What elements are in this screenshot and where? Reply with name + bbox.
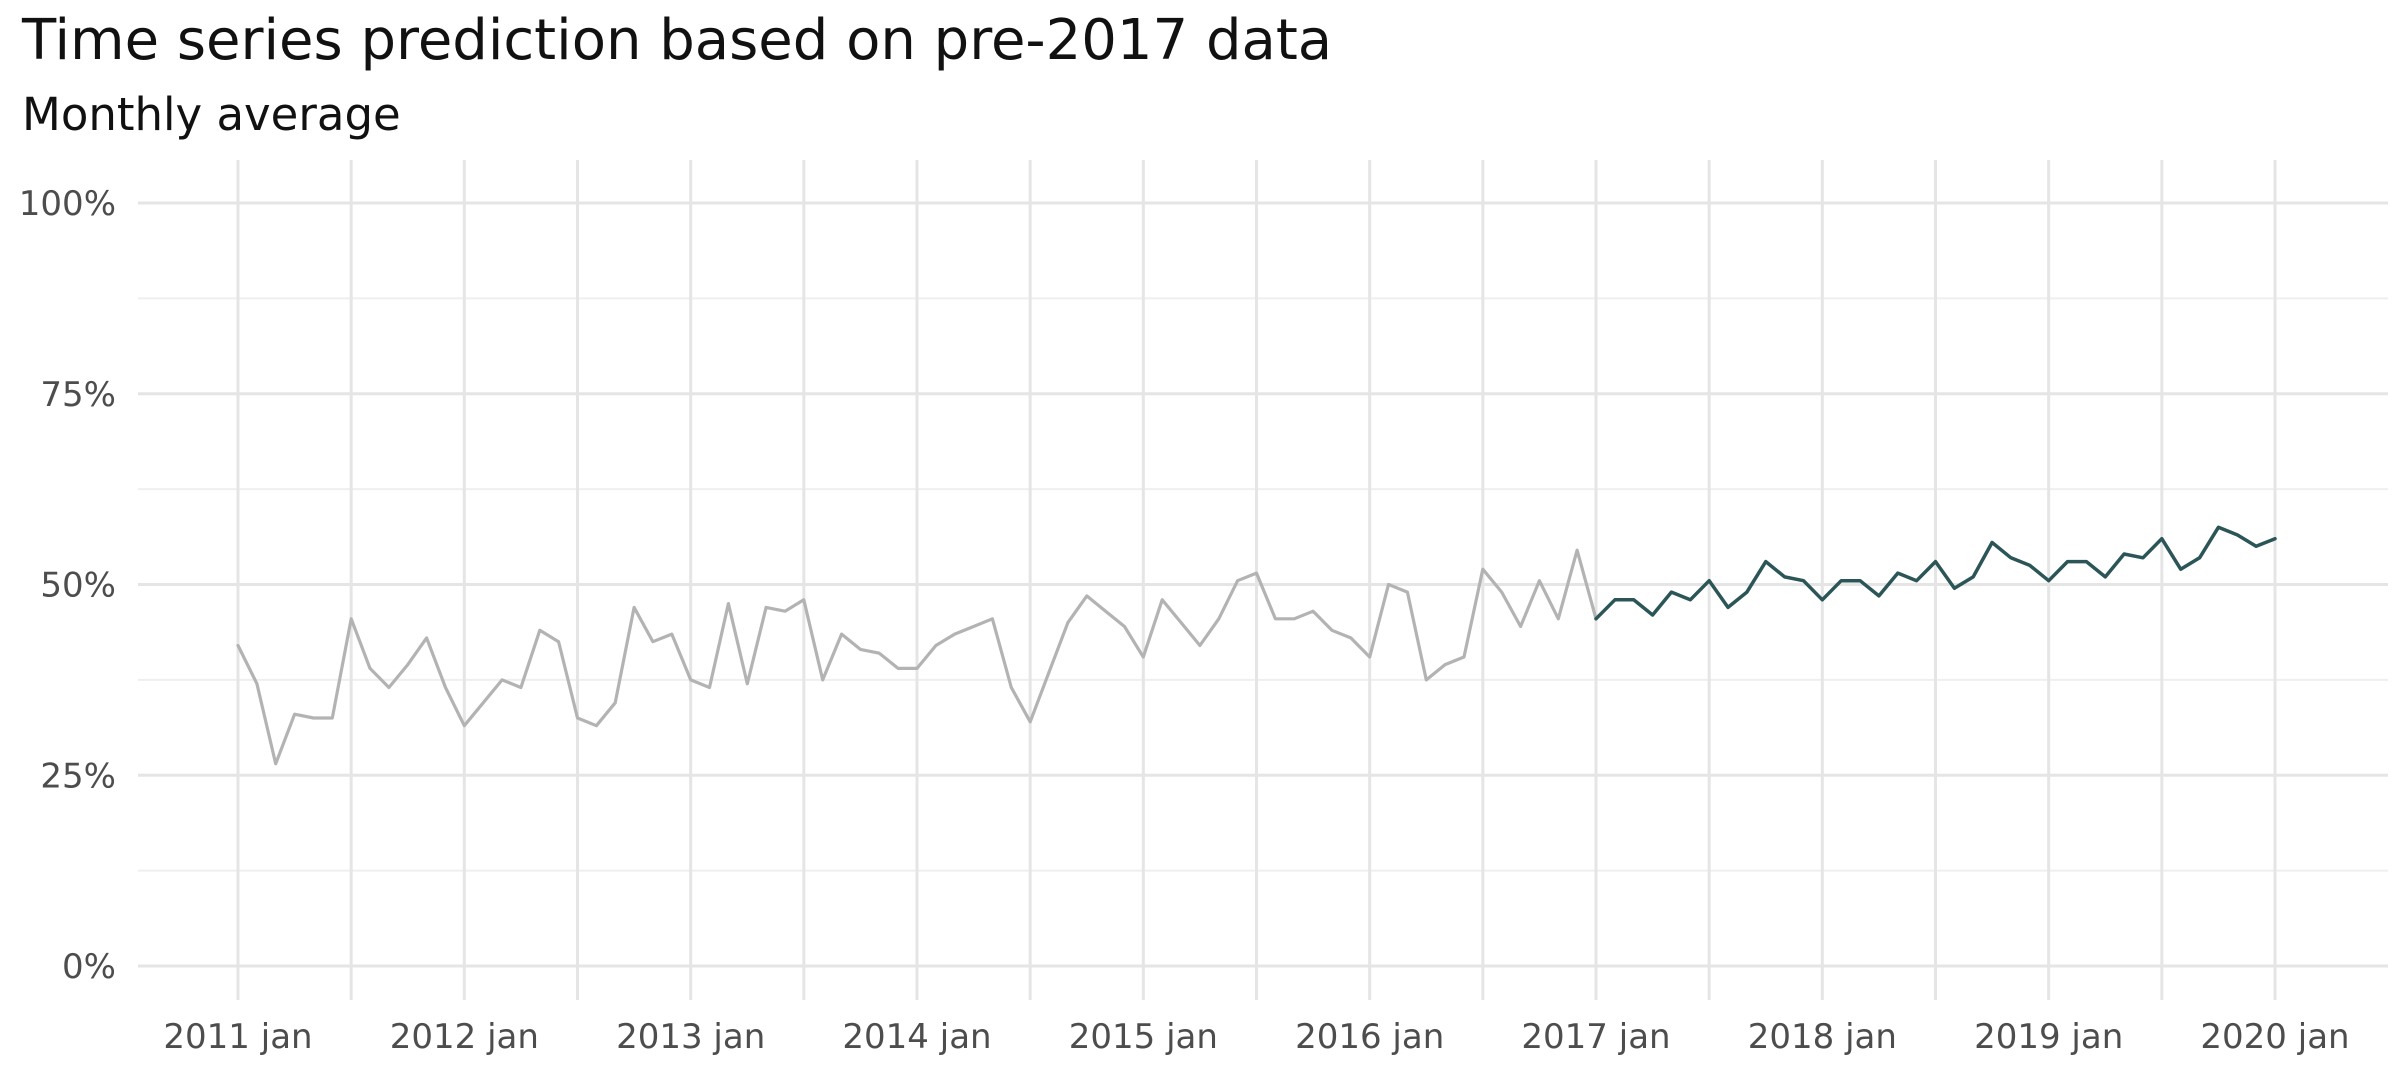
y-tick-label: 100% <box>19 184 116 224</box>
x-tick-label: 2015 jan <box>1069 1017 1218 1057</box>
series-line-predicted <box>1594 525 2277 621</box>
y-tick-label: 25% <box>40 756 116 796</box>
chart-subtitle: Monthly average <box>22 88 401 141</box>
series-layer <box>236 525 2277 766</box>
x-tick-label: 2013 jan <box>616 1017 765 1057</box>
y-tick-label: 0% <box>62 947 116 987</box>
x-tick-label: 2012 jan <box>390 1017 539 1057</box>
x-tick-label: 2016 jan <box>1295 1017 1444 1057</box>
x-tick-label: 2014 jan <box>842 1017 991 1057</box>
grid-layer <box>138 160 2388 1000</box>
x-tick-label: 2019 jan <box>1974 1017 2123 1057</box>
x-tick-label: 2017 jan <box>1521 1017 1670 1057</box>
axis-layer: 0% 25% 50% 75% 100% 2011 jan 2012 jan 2013 jan 2… <box>19 184 2350 1057</box>
x-tick-label: 2018 jan <box>1748 1017 1897 1057</box>
series-line-observed <box>236 548 1598 766</box>
y-tick-label: 75% <box>40 375 116 415</box>
chart-title: Time series prediction based on pre-2017… <box>22 8 1333 73</box>
x-tick-label: 2011 jan <box>163 1017 312 1057</box>
y-tick-label: 50% <box>40 566 116 606</box>
x-tick-label: 2020 jan <box>2200 1017 2349 1057</box>
